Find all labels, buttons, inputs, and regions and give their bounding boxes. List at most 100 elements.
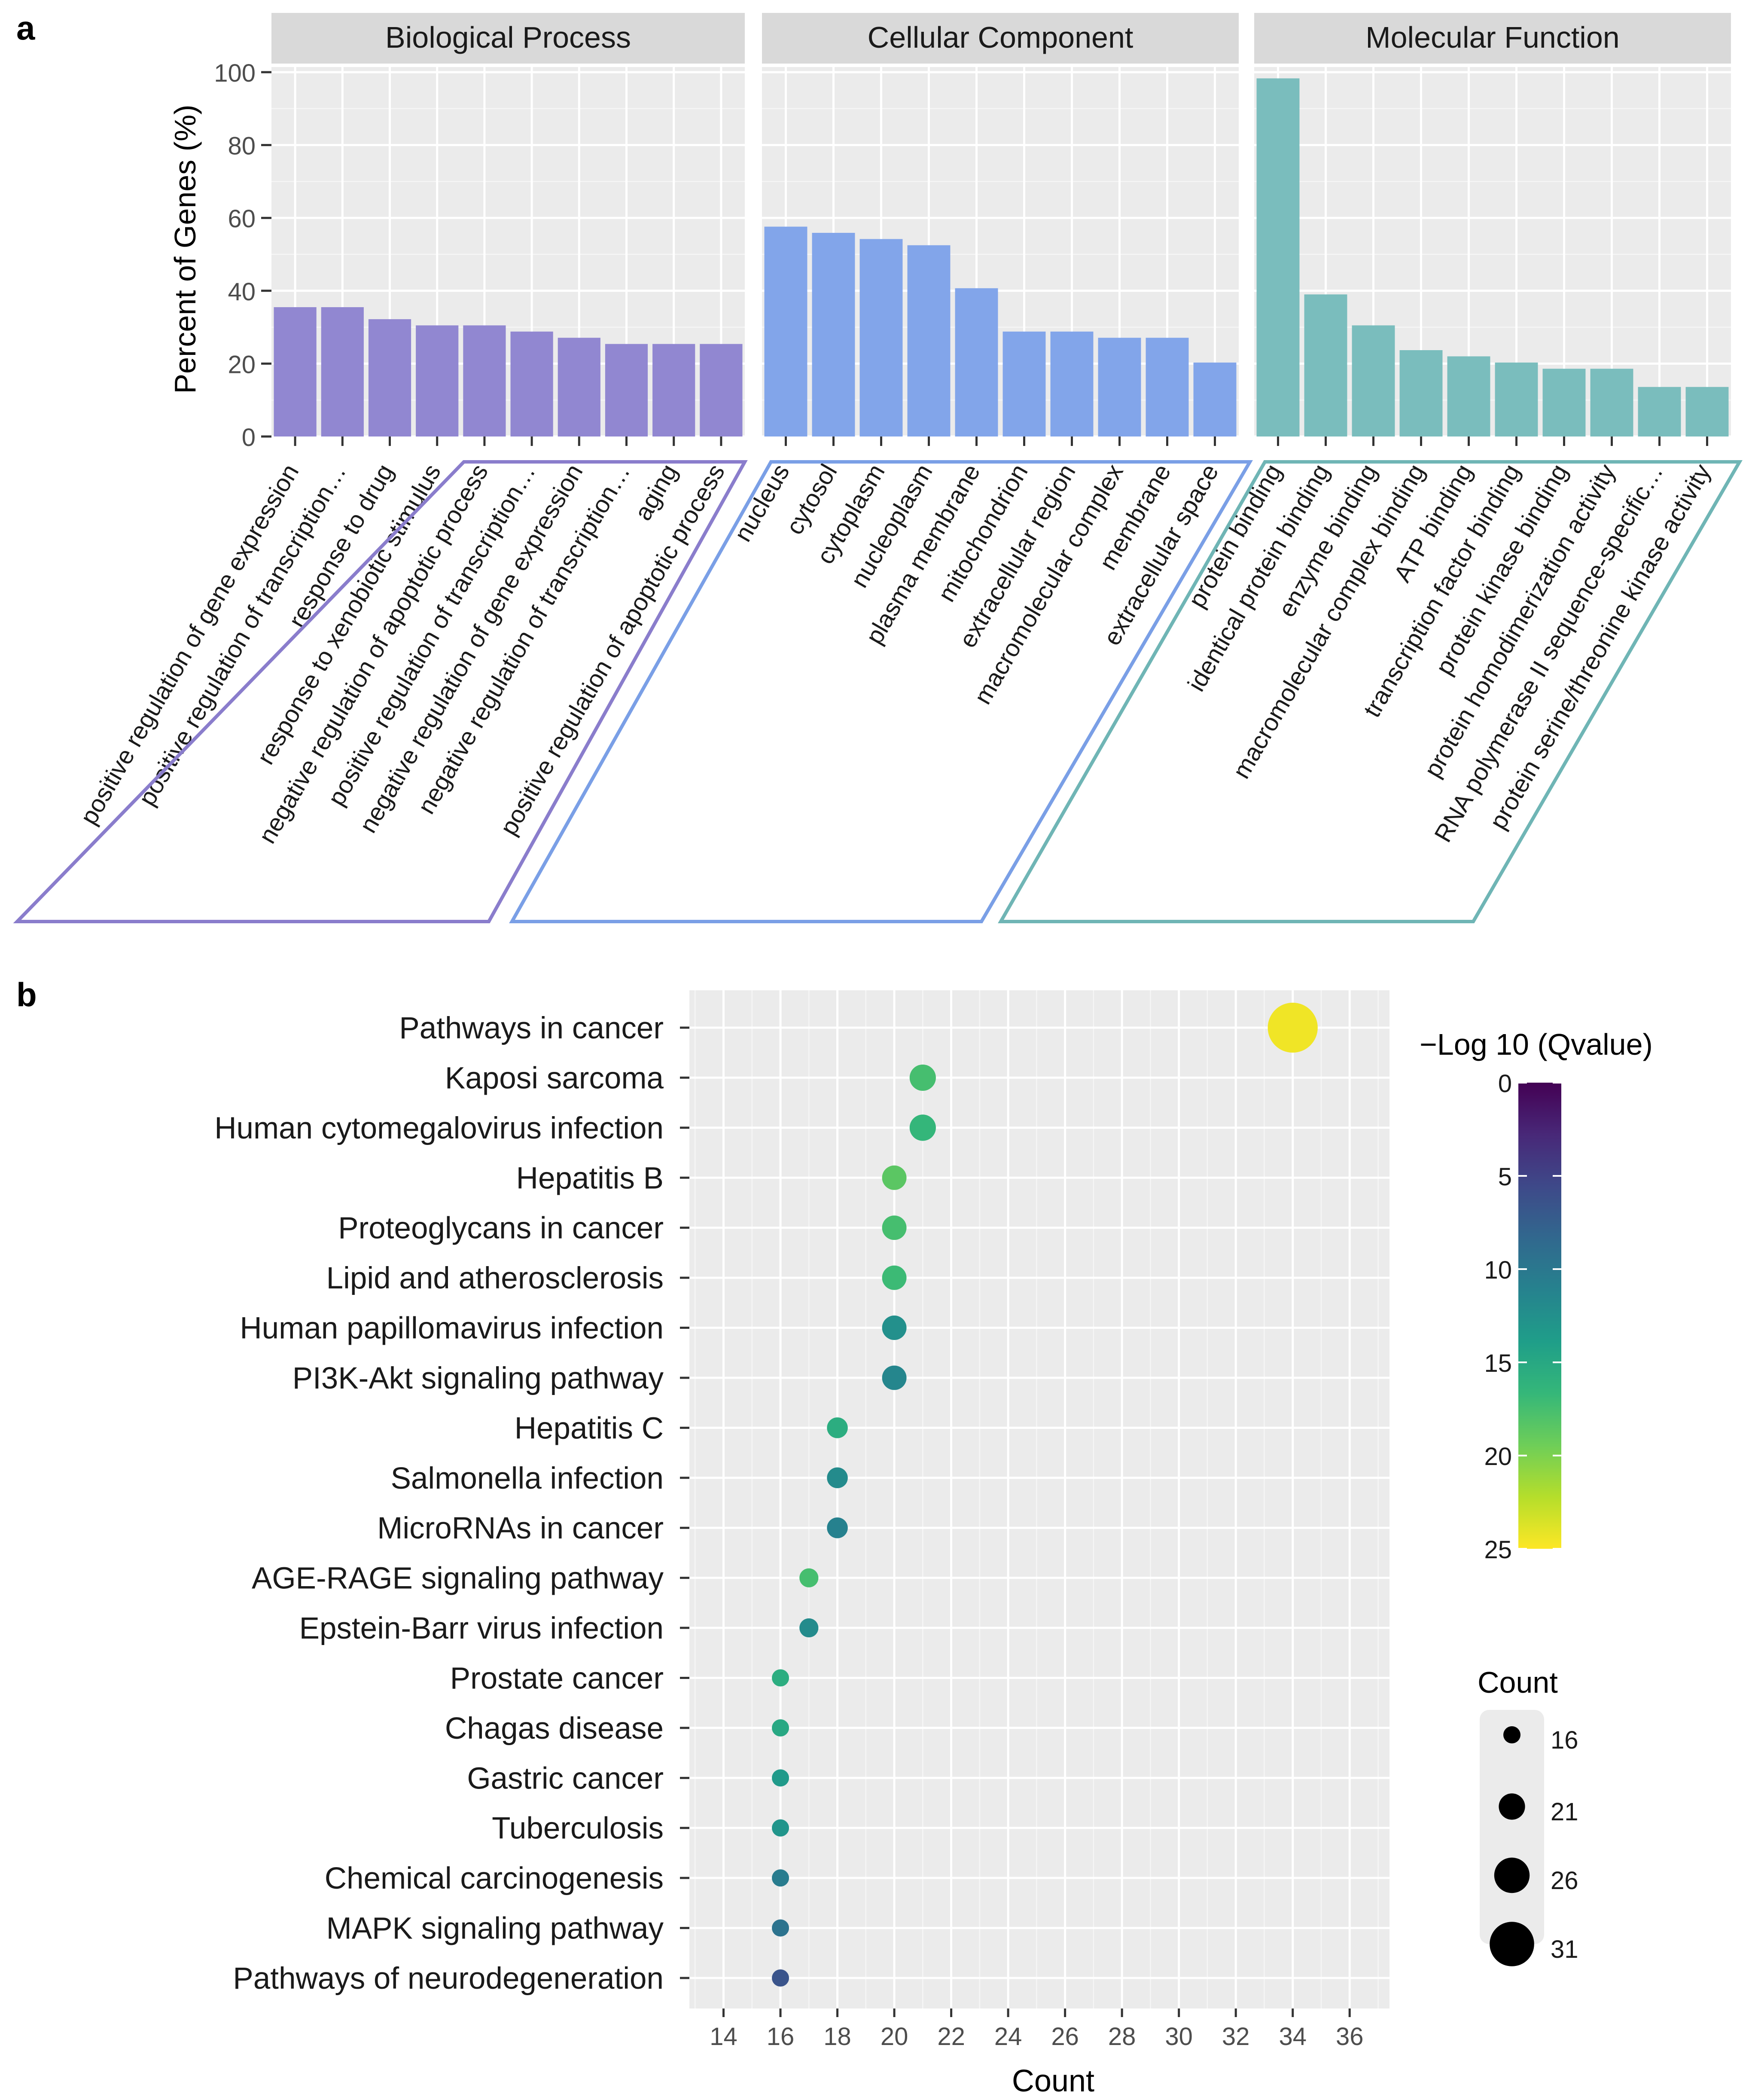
x-tick-label: 24 [994,2023,1022,2051]
facet-biological-process: Biological Process positive regulation o… [13,13,748,923]
color-legend-tick-label: 25 [1484,1536,1512,1564]
pathway-point [827,1467,848,1489]
panel-a-label: a [16,9,35,47]
panel-b-x-axis: 14 16 18 20 22 24 26 28 30 32 34 36 [710,2008,1363,2051]
bp-bar [510,331,553,436]
size-legend-label: 21 [1551,1798,1578,1826]
x-tick-label: 16 [767,2023,795,2051]
mf-label-frame [998,460,1743,923]
pathway-point [827,1517,848,1538]
x-tick-label: 26 [1051,2023,1079,2051]
pathway-label: Hepatitis C [515,1411,664,1445]
pathway-point [882,1316,907,1340]
pathway-label: AGE-RAGE signaling pathway [252,1562,664,1596]
y-tick-label: 80 [228,132,256,160]
pathway-label: Proteoglycans in cancer [338,1212,664,1245]
y-tick-label: 40 [228,278,256,306]
cc-label-frame [509,460,1253,923]
y-tick-label: 20 [228,351,256,378]
pathway-label: Salmonella infection [391,1462,664,1496]
color-legend-title: −Log 10 (Qvalue) [1420,1028,1653,1061]
x-tick-label: 36 [1336,2023,1364,2051]
bp-bar [321,307,364,436]
cc-bar [1002,331,1046,436]
pathway-label: Epstein-Barr virus infection [299,1612,664,1645]
x-tick-label: 30 [1165,2023,1193,2051]
color-legend-tick-label: 0 [1498,1070,1512,1098]
pathway-point [882,1165,907,1190]
pathway-label: Pathways in cancer [399,1011,664,1045]
pathway-label: Chemical carcinogenesis [325,1862,664,1895]
mf-bar [1685,387,1729,436]
color-legend-tick-label: 5 [1498,1163,1512,1191]
color-legend-bar [1518,1083,1561,1549]
y-tick-label: 0 [242,424,256,452]
cc-bar [764,226,807,436]
cc-bar [907,245,951,436]
panel-b-label: b [16,976,37,1013]
panel-b-points [772,1002,1318,1987]
pathway-point [1268,1002,1318,1053]
size-legend: Count 16 21 26 31 [1478,1666,1578,1966]
panel-a-ylabel: Percent of Genes (%) [168,104,202,394]
pathway-label: Human papillomavirus infection [240,1312,664,1346]
mf-strip-label: Molecular Function [1365,21,1619,54]
pathway-label: Kaposi sarcoma [445,1061,664,1095]
x-tick-label: 20 [881,2023,908,2051]
cc-strip [762,13,1239,64]
pathway-label: Hepatitis B [516,1161,664,1195]
pathway-label: MAPK signaling pathway [326,1912,664,1946]
color-legend-tick-label: 15 [1484,1349,1512,1377]
mf-bar [1638,387,1681,436]
cc-bar [1098,338,1141,436]
pathway-point [772,1769,789,1787]
cc-bar [1146,338,1189,436]
bp-bar [274,307,317,436]
pathway-point [882,1265,907,1290]
bp-strip [271,13,745,64]
size-legend-title: Count [1478,1666,1558,1699]
bp-bar [652,344,695,436]
mf-bar [1590,369,1633,436]
pathway-point [882,1215,907,1240]
pathway-point [882,1365,907,1390]
pathway-point [909,1064,936,1091]
pathway-point [909,1114,936,1141]
mf-bar [1399,350,1443,436]
x-tick-label: 18 [823,2023,851,2051]
pathway-label: Prostate cancer [450,1661,664,1695]
panel-b-y-axis: Pathways in cancer Kaposi sarcoma Human cy… [214,1011,689,1996]
bp-category-label: positive regulation of gene expression [75,460,304,830]
pathway-label: Human cytomegalovirus infection [214,1111,664,1145]
bp-bar [416,325,459,436]
pathway-label: PI3K-Akt signaling pathway [293,1361,664,1395]
pathway-point [772,1719,789,1737]
pathway-point [772,1969,789,1987]
color-legend-tick-label: 10 [1484,1256,1512,1284]
color-legend-tick-label: 20 [1484,1443,1512,1471]
cc-bar [1050,331,1094,436]
x-tick-label: 14 [710,2023,737,2051]
pathway-point [772,1819,789,1837]
cc-strip-label: Cellular Component [868,21,1133,54]
pathway-point [772,1669,789,1687]
bp-bar [368,319,411,436]
pathway-label: Tuberculosis [492,1812,664,1846]
mf-bar [1304,294,1347,436]
panel-b-plot-bg [689,990,1389,2008]
size-legend-label: 16 [1551,1726,1578,1754]
bp-label-frame [13,460,748,923]
cc-bar [859,239,903,436]
cc-bar [1193,362,1237,436]
pathway-point [772,1869,789,1887]
color-legend: −Log 10 (Qvalue) 0 5 10 15 20 25 [1420,1028,1653,1564]
cc-bar [812,232,855,436]
pathway-point [799,1618,819,1638]
mf-bar [1447,356,1490,436]
bp-bar [700,344,743,436]
mf-bar [1495,362,1538,436]
bp-strip-label: Biological Process [385,21,631,54]
pathway-point [772,1919,789,1937]
panel-b-xlabel: Count [1012,2064,1094,2098]
